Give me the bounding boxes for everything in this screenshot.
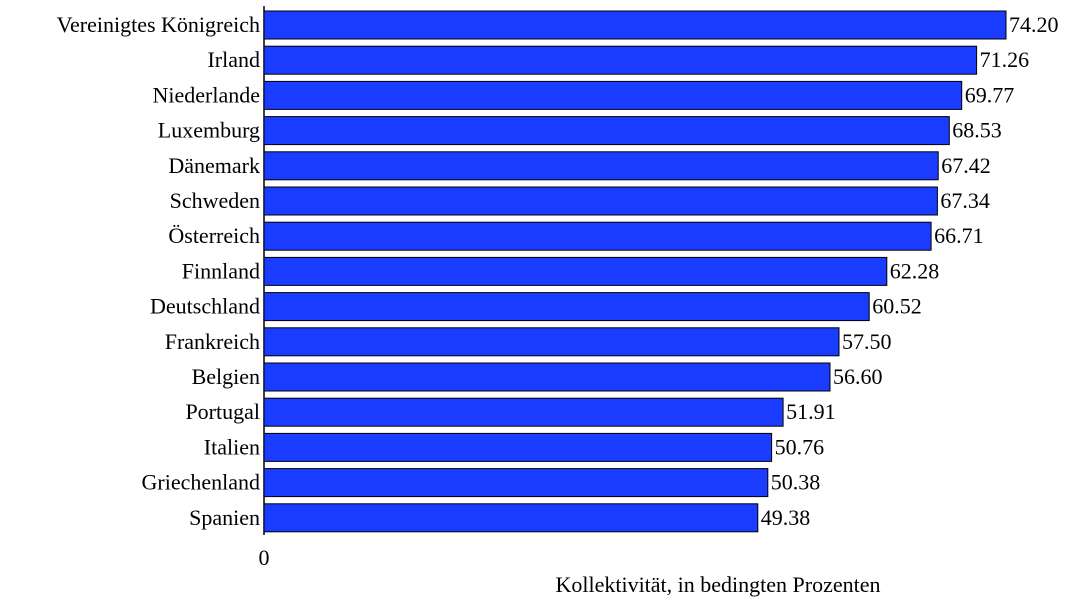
bars-group: Vereinigtes Königreich 74.20 Irland 71.26 Ni… <box>57 10 1059 533</box>
category-label: Dänemark <box>168 153 260 178</box>
bar <box>263 151 939 181</box>
category-label: Niederlande <box>153 82 261 107</box>
bar <box>263 397 784 427</box>
category-label: Italien <box>204 434 260 459</box>
value-label: 50.38 <box>771 470 821 495</box>
value-label: 60.52 <box>872 294 922 319</box>
category-label: Österreich <box>168 223 260 248</box>
value-label: 68.53 <box>952 118 1002 143</box>
bar <box>263 10 1007 40</box>
value-label: 66.71 <box>934 223 984 248</box>
category-label: Schweden <box>170 188 260 213</box>
value-label: 69.77 <box>965 82 1015 107</box>
category-label: Griechenland <box>142 470 261 495</box>
bar <box>263 432 773 462</box>
category-label: Frankreich <box>165 329 260 354</box>
value-label: 67.34 <box>940 188 990 213</box>
bar <box>263 256 888 286</box>
x-tick-label: 0 <box>259 545 270 570</box>
bar <box>263 116 950 146</box>
bar <box>263 292 870 322</box>
value-label: 56.60 <box>833 364 883 389</box>
value-label: 50.76 <box>775 434 825 459</box>
category-label: Portugal <box>185 399 260 424</box>
value-label: 49.38 <box>761 505 811 530</box>
bar <box>263 221 932 251</box>
bar <box>263 503 759 533</box>
category-label: Finnland <box>182 258 260 283</box>
value-label: 62.28 <box>890 258 940 283</box>
value-label: 71.26 <box>980 47 1030 72</box>
category-label: Deutschland <box>150 294 260 319</box>
category-label: Luxemburg <box>158 118 260 143</box>
category-label: Irland <box>207 47 260 72</box>
category-label: Vereinigtes Königreich <box>57 12 260 37</box>
bar <box>263 80 963 110</box>
bar <box>263 362 831 392</box>
value-label: 51.91 <box>786 399 836 424</box>
category-label: Spanien <box>189 505 260 530</box>
value-label: 74.20 <box>1009 12 1059 37</box>
bar <box>263 327 840 357</box>
bar <box>263 45 978 75</box>
bar <box>263 468 769 498</box>
value-label: 57.50 <box>842 329 892 354</box>
value-label: 67.42 <box>941 153 991 178</box>
category-label: Belgien <box>192 364 260 389</box>
x-axis-title: Kollektivität, in bedingten Prozenten <box>555 572 880 597</box>
bar <box>263 186 938 216</box>
